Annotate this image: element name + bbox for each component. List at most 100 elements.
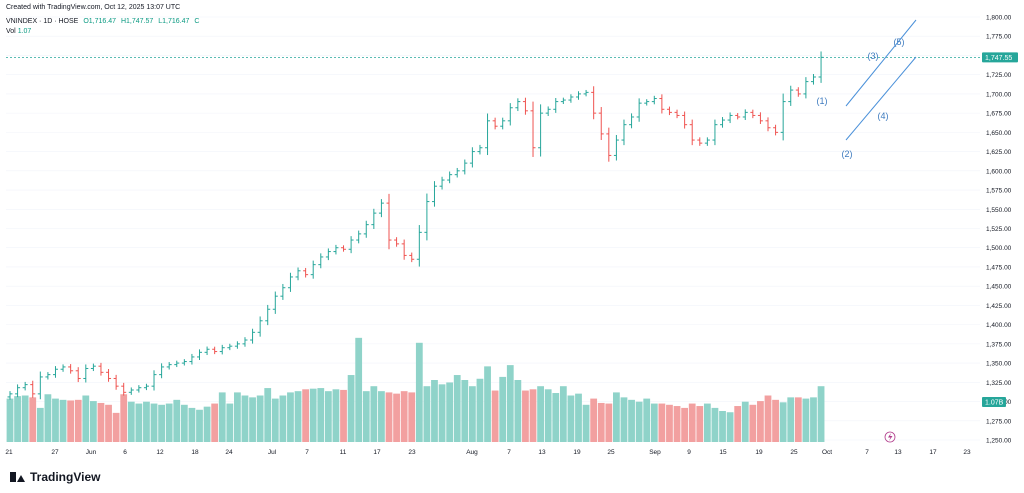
volume-bar xyxy=(613,392,620,442)
volume-bar xyxy=(590,398,598,442)
volume-bar xyxy=(559,386,567,442)
symbol-label[interactable]: VNINDEX · 1D · HOSE xyxy=(6,18,79,25)
price-tick-label: 1,725.00 xyxy=(986,72,1012,79)
price-tick-label: 1,350.00 xyxy=(986,361,1012,368)
time-tick-label: 27 xyxy=(51,449,59,456)
volume-bar xyxy=(537,386,544,442)
volume-bar xyxy=(279,395,287,442)
price-tick-label: 1,425.00 xyxy=(986,303,1012,310)
ohlc-bar xyxy=(204,346,210,356)
ohlc-bar xyxy=(697,137,703,146)
created-caption: Created with TradingView.com, Oct 12, 20… xyxy=(6,4,181,11)
volume-bar xyxy=(605,403,613,442)
volume-bar xyxy=(779,402,787,442)
ohlc-bar xyxy=(250,328,256,344)
volume-bar xyxy=(688,403,696,442)
time-tick-label: 25 xyxy=(607,449,615,456)
channel-upper-line[interactable] xyxy=(845,19,917,107)
wave-label: (2) xyxy=(842,149,853,159)
ohlc-bar xyxy=(378,199,384,218)
volume-bar xyxy=(89,401,97,442)
ohlc-bar xyxy=(113,374,119,390)
ohlc-bar xyxy=(75,367,81,383)
volume-bar xyxy=(529,389,537,442)
ohlc-bar xyxy=(325,248,331,261)
price-tick-label: 1,250.00 xyxy=(986,438,1012,445)
volume-bar xyxy=(408,392,416,442)
ohlc-legend: VNINDEX · 1D · HOSE O1,716.47 H1,747.57 … xyxy=(6,18,202,25)
volume-bar xyxy=(324,391,332,442)
time-tick-label: 17 xyxy=(373,449,381,456)
time-tick-label: 23 xyxy=(963,449,971,456)
lightning-icon xyxy=(884,431,896,443)
price-tick-label: 1,475.00 xyxy=(986,264,1012,271)
volume-bar xyxy=(484,366,491,442)
volume-bar xyxy=(241,395,249,442)
channel-lower-line[interactable] xyxy=(845,56,917,141)
ohlc-bar xyxy=(310,260,316,279)
volume-bar xyxy=(82,395,90,442)
ohlc-bar xyxy=(742,109,748,120)
volume-bar xyxy=(196,409,203,442)
price-tick-label: 1,450.00 xyxy=(986,284,1012,291)
volume-bar xyxy=(302,389,310,442)
volume-bar xyxy=(628,399,635,442)
volume-bar xyxy=(666,404,673,442)
ohlc-bar xyxy=(560,97,566,105)
ohlc-bar xyxy=(287,272,293,292)
volume-bar xyxy=(514,380,522,442)
volume-bar xyxy=(188,407,196,442)
ohlc-bar xyxy=(666,106,672,116)
ohlc-bar xyxy=(818,51,824,83)
ohlc-bar xyxy=(242,337,248,347)
volume-bar xyxy=(673,406,681,442)
ohlc-bar xyxy=(530,101,536,157)
ohlc-bar xyxy=(454,167,460,178)
price-tick-label: 1,275.00 xyxy=(986,418,1012,425)
price-tick-label: 1,625.00 xyxy=(986,149,1012,156)
time-tick-label: 7 xyxy=(865,449,869,456)
wave-label: (4) xyxy=(878,111,889,121)
ohlc-bar xyxy=(621,119,627,146)
ohlc-bar xyxy=(348,236,354,254)
volume-value: 1.07 xyxy=(17,28,32,35)
volume-bar xyxy=(696,406,704,442)
volume-bar xyxy=(794,397,802,442)
tradingview-logo[interactable]: TradingView xyxy=(10,470,100,484)
ohlc-bar xyxy=(515,98,521,112)
time-axis: 21 27 Jun 6 12 18 24 Jul 7 11 17 23 Aug 7 13 19 25 Sep 9 15… xyxy=(5,449,971,456)
volume-bar xyxy=(726,412,734,442)
price-tick-label: 1,650.00 xyxy=(986,130,1012,137)
volume-bar xyxy=(332,389,340,442)
ohlc-bar xyxy=(121,382,127,396)
volume-bar xyxy=(36,407,44,442)
open-value: O1,716.47 xyxy=(83,18,117,25)
time-tick-label: 17 xyxy=(929,449,937,456)
ohlc-bar xyxy=(7,391,13,400)
price-tick-label: 1,550.00 xyxy=(986,207,1012,214)
ohlc-bar xyxy=(469,147,475,168)
axis-badges: 1,747.55 1.07B xyxy=(982,52,1018,407)
volume-bar xyxy=(552,393,560,442)
ohlc-bar xyxy=(598,107,604,141)
volume-bar xyxy=(597,402,605,442)
time-tick-label: Oct xyxy=(822,449,832,456)
ohlc-bar xyxy=(780,93,786,141)
volume-bar xyxy=(764,395,772,442)
ohlc-bar xyxy=(143,383,149,391)
volume-bar xyxy=(294,391,302,442)
ohlc-bar xyxy=(90,363,96,372)
volume-bar xyxy=(112,412,120,442)
ohlc-bar xyxy=(371,208,377,229)
volume-bar xyxy=(173,399,181,442)
volume-bar xyxy=(544,389,552,442)
volume-bar xyxy=(681,407,689,442)
ohlc-bar xyxy=(386,193,392,250)
ohlc-bar xyxy=(394,237,400,247)
ohlc-bar xyxy=(234,341,240,349)
tradingview-logo-icon xyxy=(10,472,26,482)
volume-bar xyxy=(59,399,67,442)
time-tick-label: Sep xyxy=(649,449,661,456)
ohlc-bar xyxy=(227,343,233,351)
